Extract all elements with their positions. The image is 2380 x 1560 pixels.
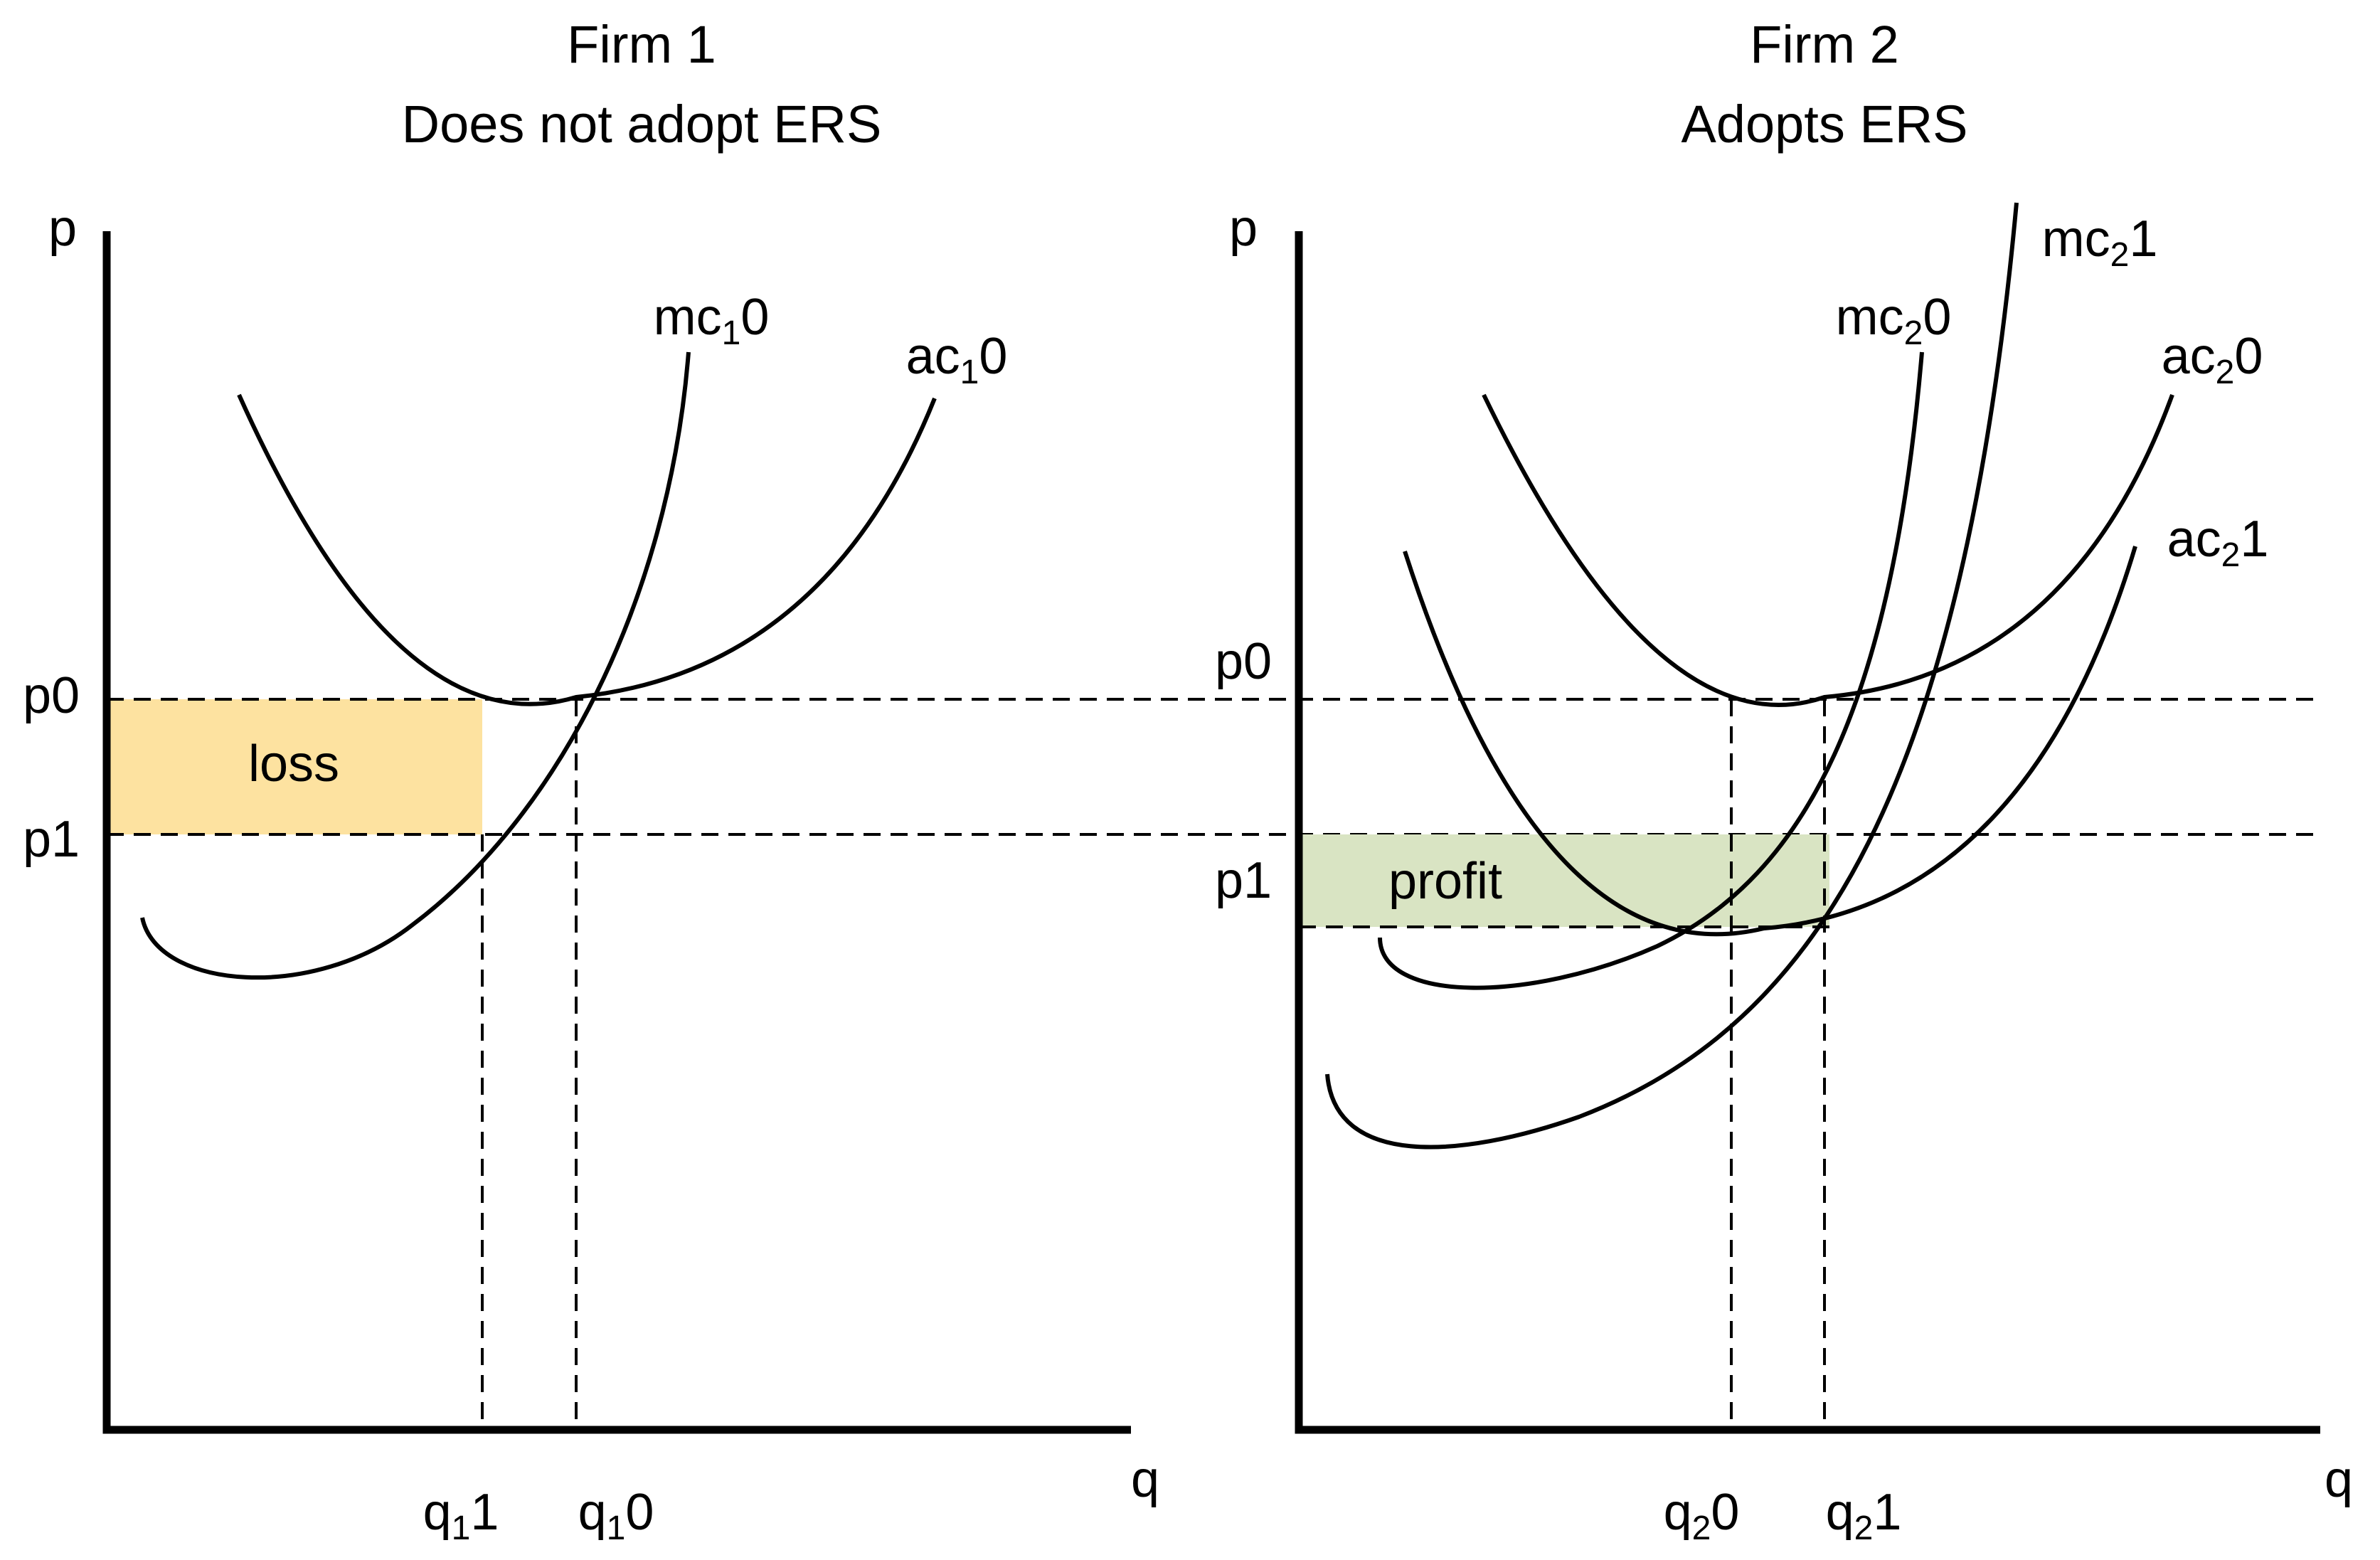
firm1-ac0-label: ac10 [906,328,1008,391]
firm1-p1-label: p1 [23,811,80,868]
firm2-p1-label: p1 [1215,852,1272,909]
firm1-p0-label: p0 [23,667,80,724]
firm1-mc0-curve [140,351,691,980]
firm2-q0-label: q20 [1664,1484,1740,1547]
firm1-axes [102,231,1131,1434]
firm2-title: Firm 2 [1750,15,1899,74]
firm2-mc0-curve [1378,351,1924,990]
firm2-q1-label: q21 [1826,1484,1902,1547]
firm2-ac1-label: ac21 [2167,511,2269,574]
firm2-profit-label: profit [1388,853,1502,910]
firm1-q0-label: q10 [578,1484,654,1547]
firm1-x-axis-label: q [1131,1451,1159,1508]
firm2-panel: Firm 2 Adopts ERS p q p0 p1 profit mc21 … [1215,15,2353,1547]
firm2-ac1-curve [1403,546,2137,937]
firm1-title: Firm 1 [567,15,716,74]
firm2-x-axis-label: q [2325,1451,2353,1508]
firm1-loss-label: loss [248,736,339,792]
firm1-q1-label: q11 [423,1484,499,1547]
firm1-subtitle: Does not adopt ERS [402,95,882,154]
firm2-ac0-curve [1482,393,2174,707]
firm2-ac0-label: ac20 [2162,328,2263,391]
firm2-y-axis-label: p [1229,200,1258,257]
firm1-y-axis-label: p [48,200,77,257]
firm1-panel: Firm 1 Does not adopt ERS p q p0 p1 loss… [23,15,2319,1547]
profit-area [1299,834,1829,927]
firm2-axes [1295,231,2320,1434]
firm2-subtitle: Adopts ERS [1681,95,1967,154]
firm1-mc0-label: mc10 [654,289,770,352]
firm2-mc1-curve [1325,202,2019,1150]
firm1-ac0-curve [237,393,937,706]
firm2-mc1-label: mc21 [2042,211,2158,274]
loss-area [107,699,482,834]
firm2-mc0-label: mc20 [1836,289,1952,352]
firm2-p0-label: p0 [1215,633,1272,690]
